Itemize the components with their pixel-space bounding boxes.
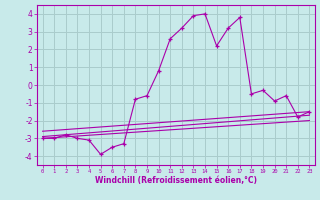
X-axis label: Windchill (Refroidissement éolien,°C): Windchill (Refroidissement éolien,°C)	[95, 176, 257, 185]
